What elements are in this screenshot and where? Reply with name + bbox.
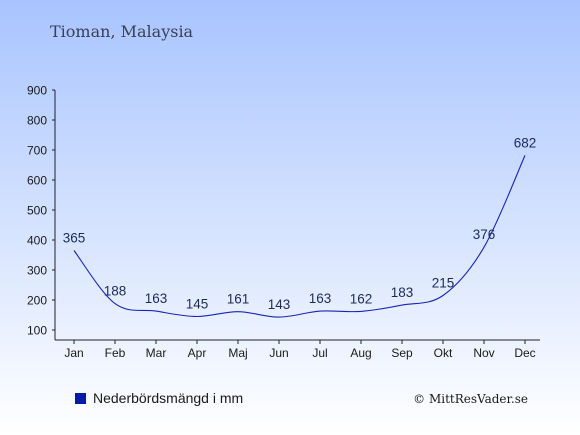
- data-label: 215: [432, 276, 455, 291]
- chart-title: Tioman, Malaysia: [50, 22, 194, 41]
- data-label: 376: [473, 227, 496, 242]
- y-tick-label: 800: [27, 114, 47, 128]
- x-tick-label: Jul: [312, 346, 327, 360]
- x-tick-label: Maj: [228, 346, 247, 360]
- series-line: [73, 155, 526, 318]
- legend-swatch: [75, 393, 86, 404]
- data-label: 163: [145, 291, 168, 306]
- x-tick-label: Jan: [64, 346, 83, 360]
- x-tick-label: Nov: [473, 346, 494, 360]
- x-tick-label: Jun: [269, 346, 288, 360]
- y-tick-label: 100: [27, 324, 47, 338]
- x-tick-label: Sep: [391, 346, 413, 360]
- y-tick-label: 300: [27, 264, 47, 278]
- y-tick-label: 500: [27, 204, 47, 218]
- y-tick-label: 600: [27, 174, 47, 188]
- x-tick-label: Mar: [146, 346, 167, 360]
- series-line-group: [73, 155, 526, 318]
- data-labels-group: 365 188 163 145 161 143 163 162 183 215 376 682: [63, 135, 537, 312]
- y-tick-label: 700: [27, 144, 47, 158]
- x-tick-label: Aug: [350, 346, 371, 360]
- data-label: 163: [309, 291, 332, 306]
- data-label: 682: [514, 135, 537, 150]
- data-label: 183: [391, 285, 414, 300]
- data-label: 365: [63, 231, 86, 246]
- x-tick-label: Apr: [188, 346, 207, 360]
- y-tick-label: 400: [27, 234, 47, 248]
- y-tick-label: 200: [27, 294, 47, 308]
- y-tick-label: 900: [27, 84, 47, 98]
- data-label: 162: [350, 291, 373, 306]
- x-tick-label: Feb: [105, 346, 126, 360]
- x-tick-label: Dec: [514, 346, 535, 360]
- x-axis: Jan Feb Mar Apr Maj Jun Jul Aug Sep Okt Nov Dec: [55, 339, 540, 360]
- data-label: 143: [268, 297, 291, 312]
- data-label: 145: [186, 297, 209, 312]
- data-label: 188: [104, 284, 127, 299]
- y-axis: 100 200 300 400 500 600 700 800 900: [27, 84, 56, 340]
- data-label: 161: [227, 292, 250, 307]
- legend-label: Nederbördsmängd i mm: [93, 390, 243, 406]
- copyright-text: © MittResVader.se: [413, 392, 528, 406]
- x-tick-label: Okt: [434, 346, 453, 360]
